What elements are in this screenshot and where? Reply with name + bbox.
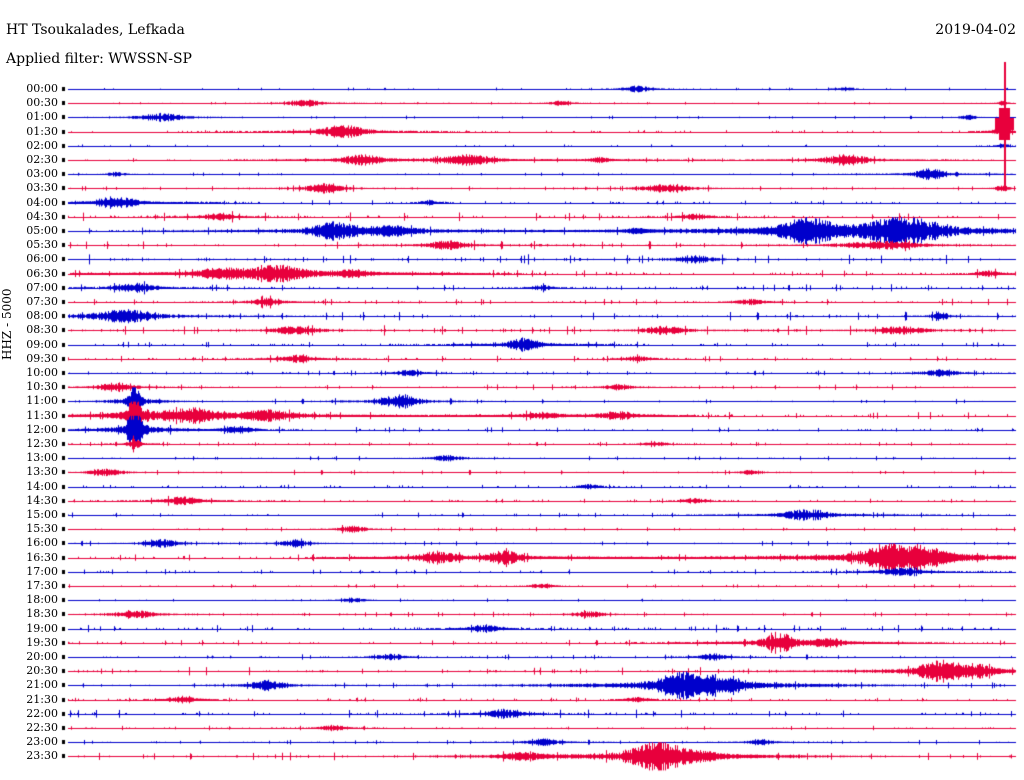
time-label-0600: 06:00: [26, 252, 58, 266]
time-label-2000: 20:00: [26, 650, 58, 663]
time-label-1600: 16:00: [26, 536, 58, 550]
time-label-1130: 11:30: [26, 408, 58, 422]
time-label-0200: 02:00: [26, 138, 58, 152]
time-label-2330: 23:30: [26, 749, 58, 763]
applied-filter-label: Applied filter: WWSSN-SP: [6, 51, 192, 67]
time-label-0900: 09:00: [26, 337, 58, 351]
time-label-0700: 07:00: [26, 280, 58, 294]
time-label-1200: 12:00: [26, 422, 58, 436]
time-label-2230: 22:30: [26, 721, 58, 734]
time-label-0500: 05:00: [26, 224, 58, 237]
time-label-2300: 23:00: [26, 735, 58, 749]
time-label-0000: 00:00: [26, 82, 58, 95]
time-label-1500: 15:00: [26, 508, 58, 521]
time-label-1400: 14:00: [26, 479, 58, 493]
date-label: 2019-04-02: [935, 22, 1016, 38]
time-label-0800: 08:00: [26, 309, 58, 323]
time-label-0730: 07:30: [26, 295, 58, 308]
time-label-0830: 08:30: [26, 323, 58, 337]
time-label-1530: 15:30: [26, 522, 58, 536]
time-label-0930: 09:30: [26, 351, 58, 365]
time-label-0130: 01:30: [26, 124, 58, 138]
time-label-1430: 14:30: [26, 493, 58, 507]
time-label-2100: 21:00: [26, 678, 58, 692]
time-label-2200: 22:00: [26, 706, 58, 720]
time-label-1030: 10:30: [26, 380, 58, 394]
time-label-1730: 17:30: [26, 579, 58, 592]
time-label-1800: 18:00: [26, 593, 58, 607]
time-label-1000: 10:00: [26, 366, 58, 379]
time-label-1300: 13:00: [26, 451, 58, 465]
time-label-0430: 04:30: [26, 209, 58, 223]
time-label-1230: 12:30: [26, 437, 58, 450]
station-title: HT Tsoukalades, Lefkada: [6, 22, 185, 38]
time-label-0300: 03:00: [26, 167, 58, 181]
time-label-1900: 19:00: [26, 621, 58, 635]
time-label-0030: 00:30: [26, 96, 58, 110]
time-label-1930: 19:30: [26, 635, 58, 649]
time-label-1830: 18:30: [26, 607, 58, 621]
time-label-2130: 21:30: [26, 692, 58, 706]
time-label-1100: 11:00: [26, 394, 58, 408]
time-label-1630: 16:30: [26, 550, 58, 564]
time-label-0630: 06:30: [26, 266, 58, 280]
time-label-0400: 04:00: [26, 195, 58, 209]
time-label-0230: 02:30: [26, 153, 58, 166]
time-label-0330: 03:30: [26, 181, 58, 195]
time-label-0530: 05:30: [26, 238, 58, 252]
time-label-1700: 17:00: [26, 564, 58, 578]
time-label-1330: 13:30: [26, 465, 58, 479]
time-label-2030: 20:30: [26, 664, 58, 678]
time-label-0100: 01:00: [26, 110, 58, 124]
